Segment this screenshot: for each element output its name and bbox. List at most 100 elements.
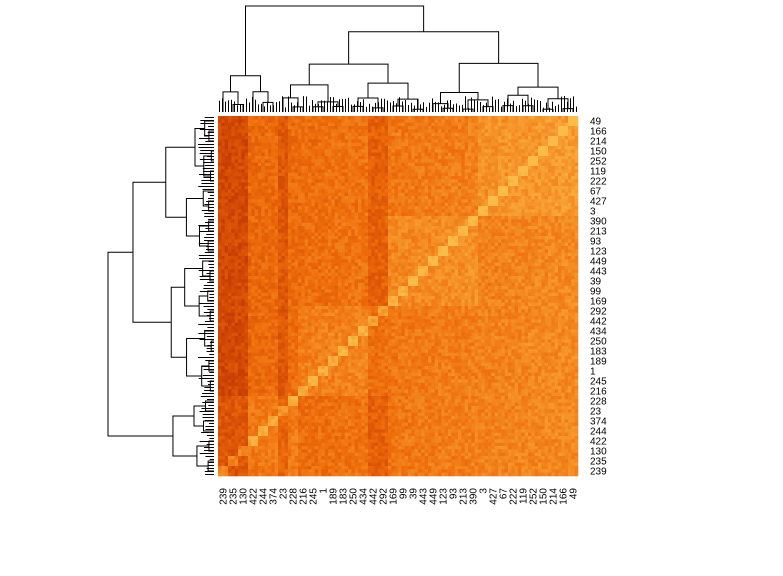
heatmap-cell <box>494 162 499 167</box>
heatmap-cell <box>374 242 379 247</box>
heatmap-cell <box>368 212 372 217</box>
heatmap-cell <box>268 246 272 250</box>
heatmap-cell <box>288 142 292 147</box>
heatmap-cell <box>224 202 229 207</box>
heatmap-cell <box>341 139 345 143</box>
heatmap-cell <box>524 116 529 120</box>
heatmap-cell <box>254 169 259 173</box>
heatmap-cell <box>381 162 385 167</box>
heatmap-cell <box>568 139 572 143</box>
heatmap-cell <box>454 252 459 257</box>
heatmap-cell <box>514 219 519 223</box>
heatmap-cell <box>264 152 269 157</box>
heatmap-cell <box>464 182 469 187</box>
heatmap-cell <box>394 176 399 180</box>
heatmap-cell <box>451 242 455 247</box>
heatmap-cell <box>288 236 292 240</box>
heatmap-cell <box>278 232 282 237</box>
heatmap-cell <box>258 189 262 193</box>
heatmap-cell <box>508 142 512 147</box>
heatmap-cell <box>238 219 242 223</box>
heatmap-cell <box>368 166 372 170</box>
heatmap-cell <box>534 252 539 257</box>
heatmap-cell <box>514 196 519 200</box>
heatmap-cell <box>521 126 525 130</box>
heatmap-cell <box>551 169 555 173</box>
heatmap-cell <box>548 202 552 207</box>
heatmap-cell <box>458 132 462 137</box>
heatmap-cell <box>408 136 412 140</box>
heatmap-cell <box>564 206 569 210</box>
heatmap-cell <box>404 136 409 140</box>
heatmap-cell <box>531 206 535 210</box>
heatmap-cell <box>454 132 459 137</box>
heatmap-cell <box>231 116 235 120</box>
heatmap-cell <box>534 159 539 163</box>
heatmap-cell <box>478 196 482 200</box>
heatmap-cell <box>261 139 265 143</box>
heatmap-cell <box>481 179 485 183</box>
heatmap-cell <box>498 152 502 157</box>
heatmap-cell <box>314 132 319 137</box>
heatmap-cell <box>458 196 462 200</box>
heatmap-cell <box>531 152 535 157</box>
heatmap-cell <box>501 119 505 123</box>
heatmap-cell <box>488 196 492 200</box>
heatmap-cell <box>228 246 232 250</box>
heatmap-cell <box>458 249 462 253</box>
heatmap-cell <box>518 202 522 207</box>
heatmap-cell <box>364 219 369 223</box>
heatmap-cell <box>538 152 542 157</box>
heatmap-cell <box>278 169 282 173</box>
heatmap-cell <box>334 176 339 180</box>
heatmap-cell <box>391 199 395 203</box>
heatmap-cell <box>301 179 305 183</box>
heatmap-cell <box>428 139 432 143</box>
heatmap-cell <box>488 202 492 207</box>
heatmap-cell <box>438 232 442 237</box>
heatmap-cell <box>514 239 519 243</box>
heatmap-cell <box>308 122 312 127</box>
heatmap-cell <box>348 162 352 167</box>
heatmap-cell <box>331 186 335 190</box>
heatmap-cell <box>331 152 335 157</box>
heatmap-cell <box>528 172 532 177</box>
heatmap-cell <box>548 139 552 143</box>
heatmap-cell <box>478 129 482 133</box>
heatmap-cell <box>414 196 419 200</box>
heatmap-cell <box>244 116 249 120</box>
heatmap-cell <box>331 142 335 147</box>
heatmap-cell <box>341 182 345 187</box>
heatmap-cell <box>381 239 385 243</box>
heatmap-cell <box>508 169 512 173</box>
heatmap-cell <box>338 192 342 197</box>
heatmap-cell <box>218 202 222 207</box>
heatmap-cell <box>224 226 229 230</box>
heatmap-cell <box>334 129 339 133</box>
heatmap-cell <box>358 129 362 133</box>
heatmap-cell <box>258 169 262 173</box>
heatmap-cell <box>291 166 295 170</box>
heatmap-cell <box>501 179 505 183</box>
heatmap-cell <box>254 162 259 167</box>
heatmap-cell <box>451 182 455 187</box>
heatmap-cell <box>284 132 289 137</box>
heatmap-cell <box>448 156 452 160</box>
heatmap-cell <box>408 129 412 133</box>
heatmap-cell <box>291 236 295 240</box>
heatmap-cell <box>328 156 332 160</box>
heatmap-cell <box>301 209 305 213</box>
heatmap-cell <box>298 256 302 260</box>
heatmap-cell <box>464 226 469 230</box>
heatmap-cell <box>431 176 435 180</box>
heatmap-cell <box>451 199 455 203</box>
heatmap-cell <box>441 209 445 213</box>
row-dendrogram-branch <box>209 380 214 392</box>
heatmap-cell <box>278 212 282 217</box>
heatmap-cell <box>248 176 252 180</box>
heatmap-cell <box>361 152 365 157</box>
heatmap-cell <box>304 249 309 253</box>
heatmap-cell <box>321 199 325 203</box>
heatmap-cell <box>294 252 299 257</box>
heatmap-cell <box>248 136 252 140</box>
